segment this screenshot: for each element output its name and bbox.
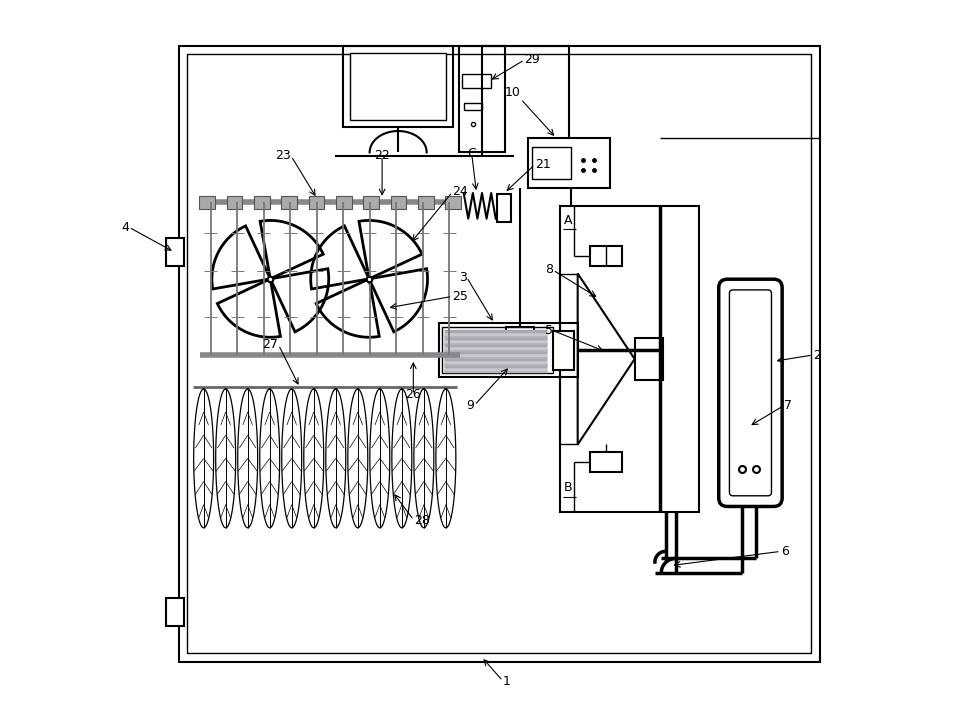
Text: 9: 9 [466, 398, 475, 412]
Bar [442, 327, 553, 373]
Text: 8: 8 [545, 264, 553, 276]
Text: 22: 22 [375, 149, 390, 162]
Text: 29: 29 [525, 53, 540, 66]
Bar [343, 45, 453, 128]
Bar [464, 103, 482, 110]
FancyBboxPatch shape [718, 279, 782, 506]
Bar [179, 45, 820, 662]
Text: C: C [467, 147, 476, 160]
Text: 5: 5 [545, 324, 553, 337]
Bar [560, 206, 699, 512]
Bar [497, 194, 511, 222]
Bar [445, 196, 461, 209]
Bar [166, 238, 184, 266]
Bar [418, 196, 433, 209]
Text: 6: 6 [781, 545, 789, 558]
Bar [590, 246, 622, 266]
Text: 7: 7 [784, 398, 793, 412]
Text: A: A [563, 214, 572, 227]
Text: 27: 27 [263, 338, 278, 351]
Bar [281, 196, 297, 209]
Text: 28: 28 [414, 513, 429, 527]
Text: 10: 10 [505, 86, 521, 99]
Text: 21: 21 [534, 158, 551, 171]
Text: 23: 23 [275, 149, 291, 162]
Bar [391, 196, 406, 209]
Bar [635, 337, 664, 381]
Text: 26: 26 [405, 388, 421, 401]
Bar [226, 196, 243, 209]
Text: 4: 4 [121, 220, 129, 233]
Bar [254, 196, 270, 209]
Bar [553, 330, 574, 370]
Text: 25: 25 [453, 290, 468, 303]
Text: B: B [563, 481, 572, 494]
Bar [166, 597, 184, 626]
Bar [363, 196, 378, 209]
Bar [439, 323, 578, 377]
Text: 3: 3 [458, 271, 466, 284]
Bar [533, 147, 570, 180]
Bar [462, 74, 491, 88]
Text: 1: 1 [503, 674, 510, 688]
Bar [308, 196, 325, 209]
Bar [528, 138, 610, 188]
Bar [507, 327, 534, 366]
Bar [590, 452, 622, 472]
Bar [458, 45, 505, 152]
Bar [336, 196, 351, 209]
Bar [199, 196, 215, 209]
Text: 2: 2 [813, 348, 820, 361]
Text: 24: 24 [453, 185, 468, 198]
Bar [187, 54, 812, 653]
Bar [350, 52, 446, 121]
